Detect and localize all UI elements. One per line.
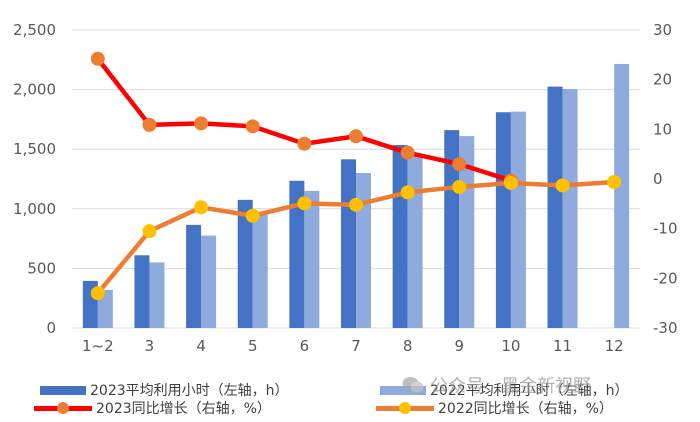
bar xyxy=(97,289,113,328)
series-line xyxy=(95,56,514,183)
x-tick-label: 11 xyxy=(553,337,572,355)
legend-item-2023-line: 2023同比增长（右轴，%） xyxy=(34,398,271,418)
x-tick-label: 3 xyxy=(145,337,155,355)
legend-label: 2023平均利用小时（左轴，h） xyxy=(90,383,289,399)
watermark-text: 公众号 · 黑金新视野 xyxy=(430,376,592,397)
x-tick-label: 6 xyxy=(300,337,310,355)
x-tick-label: 8 xyxy=(403,337,413,355)
legend-label: 2023同比增长（右轴，%） xyxy=(96,401,271,417)
data-point xyxy=(503,175,518,190)
y-left-tick-label: 0 xyxy=(46,319,56,337)
data-point xyxy=(349,129,363,144)
wechat-icon xyxy=(402,377,424,393)
y-left-tick-label: 1,000 xyxy=(13,200,56,218)
legend: 2023平均利用小时（左轴，h） 2022平均利用小时（左轴，h） 2023同比… xyxy=(0,378,700,418)
bar xyxy=(341,159,356,328)
data-point xyxy=(142,224,157,239)
y-right-tick-label: 20 xyxy=(653,71,672,89)
bar xyxy=(289,180,305,328)
data-point xyxy=(555,178,570,193)
x-tick-label: 1~2 xyxy=(82,337,114,355)
data-point xyxy=(400,185,415,200)
y-right-tick-label: -20 xyxy=(653,269,678,287)
y-right-tick-label: 0 xyxy=(653,170,663,188)
data-point xyxy=(452,179,467,194)
legend-label: 2022平均利用小时（左轴，h） xyxy=(430,383,629,399)
legend-swatch xyxy=(376,402,434,414)
legend-swatch xyxy=(380,385,426,395)
bar xyxy=(510,111,526,328)
tick-labels: 0 500 1,000 1,500 2,000 2,500 -30 -20 -10 0 10 20 30… xyxy=(13,21,677,355)
bar xyxy=(201,235,217,328)
data-point xyxy=(245,119,260,134)
bar xyxy=(356,173,371,328)
bar xyxy=(392,145,408,328)
bars xyxy=(82,63,630,329)
data-point xyxy=(452,157,467,172)
bar xyxy=(547,86,563,329)
bar xyxy=(252,213,268,328)
chart: 0 500 1,000 1,500 2,000 2,500 -30 -20 -10 0 10 20 30… xyxy=(13,21,677,355)
legend-swatch xyxy=(34,402,92,414)
bar xyxy=(407,155,423,328)
legend-item-2023-bar: 2023平均利用小时（左轴，h） xyxy=(40,380,289,400)
legend-item-2022-bar: 2022平均利用小时（左轴，h） xyxy=(380,380,629,400)
legend-item-2022-line: 2022同比增长（右轴，%） xyxy=(376,398,613,418)
bar xyxy=(237,199,253,328)
data-point xyxy=(194,200,209,215)
y-left-tick-label: 2,500 xyxy=(13,21,56,39)
data-point xyxy=(297,136,312,151)
x-tick-label: 7 xyxy=(351,337,361,355)
data-point xyxy=(194,116,209,131)
x-tick-label: 12 xyxy=(605,337,624,355)
data-point xyxy=(349,197,363,212)
y-left-tick-label: 500 xyxy=(27,259,56,277)
bar xyxy=(186,224,202,328)
bar xyxy=(562,89,578,328)
y-right-tick-label: 30 xyxy=(653,21,672,39)
bar xyxy=(134,255,150,328)
data-point xyxy=(607,174,622,189)
y-right-tick-label: -10 xyxy=(653,220,678,238)
y-left-tick-label: 2,000 xyxy=(13,81,56,99)
data-point xyxy=(90,286,105,301)
watermark: 公众号 · 黑金新视野 xyxy=(402,372,591,398)
legend-label: 2022同比增长（右轴，%） xyxy=(438,401,613,417)
bar xyxy=(495,112,511,328)
x-tick-label: 5 xyxy=(248,337,258,355)
data-point xyxy=(142,117,157,132)
lines xyxy=(90,51,622,301)
data-point xyxy=(90,51,105,66)
y-right-tick-label: -30 xyxy=(653,319,678,337)
data-point xyxy=(297,196,312,211)
x-tick-label: 4 xyxy=(196,337,206,355)
bar xyxy=(149,262,165,328)
data-point xyxy=(245,208,260,223)
bar xyxy=(444,130,460,328)
bar xyxy=(614,63,630,329)
data-point xyxy=(400,145,415,160)
y-right-tick-label: 10 xyxy=(653,120,672,138)
legend-swatch xyxy=(40,385,86,395)
bar xyxy=(304,190,320,328)
x-tick-label: 10 xyxy=(501,337,520,355)
x-tick-label: 9 xyxy=(454,337,464,355)
y-left-tick-label: 1,500 xyxy=(13,140,56,158)
